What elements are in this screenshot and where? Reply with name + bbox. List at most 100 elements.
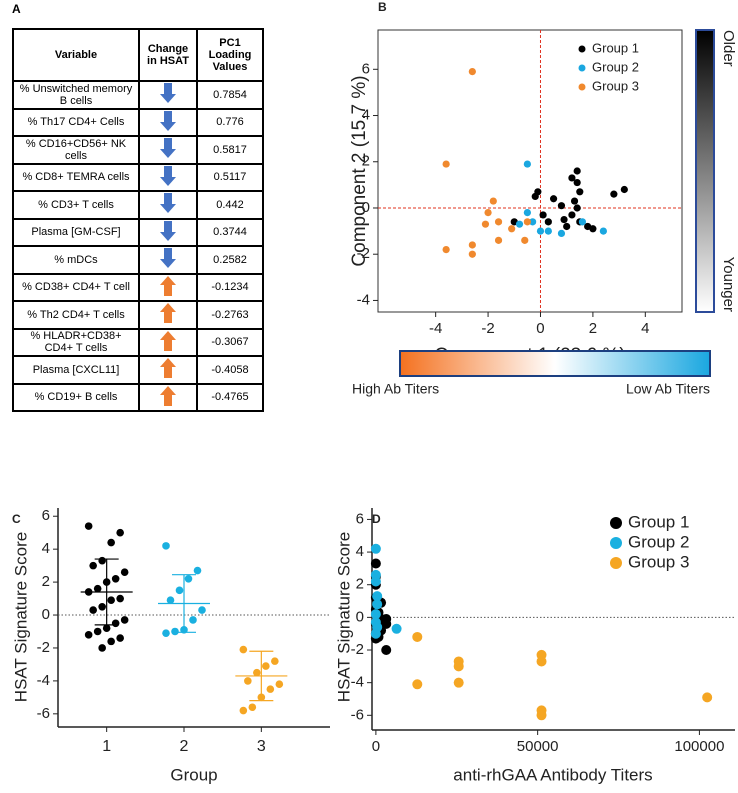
arrow-icon — [160, 275, 176, 296]
y-axis-label: HSAT Signature Score — [11, 532, 30, 702]
arrow-up — [160, 330, 176, 351]
y-tick-label: 2 — [356, 576, 364, 593]
arrow-icon — [160, 110, 176, 131]
point — [171, 627, 179, 636]
point — [453, 677, 464, 688]
point — [573, 178, 581, 187]
loading-cell: 0.5117 — [196, 162, 264, 192]
point — [162, 629, 170, 637]
x-tick-label: 100000 — [674, 738, 724, 755]
variable-cell: % CD16+CD56+ NK cells — [12, 135, 140, 165]
variable-cell: % CD8+ TEMRA cells — [12, 162, 140, 192]
y-tick-label: -2 — [37, 639, 50, 656]
point — [412, 631, 423, 642]
colorbar — [695, 29, 715, 313]
change-cell — [138, 245, 198, 275]
variable-cell: % Unswitched memory B cells — [12, 80, 140, 110]
loading-cell: -0.1234 — [196, 272, 264, 302]
panel-label: C — [12, 512, 21, 526]
point — [372, 591, 383, 602]
point — [557, 202, 566, 210]
legend-label: Group 2 — [592, 59, 639, 74]
point — [184, 575, 193, 583]
arrow-up — [160, 303, 176, 324]
point — [589, 225, 597, 233]
point — [442, 160, 450, 168]
arrow-down — [160, 248, 176, 269]
header-cell: Change in HSAT — [138, 28, 198, 82]
point — [484, 209, 492, 217]
point — [189, 616, 197, 624]
point — [370, 576, 381, 587]
loading-cell: -0.4765 — [196, 382, 264, 412]
point — [116, 594, 124, 603]
point — [468, 250, 476, 258]
point — [244, 677, 252, 685]
point — [412, 679, 423, 690]
point — [116, 528, 124, 537]
arrow-icon — [160, 358, 176, 379]
arrow-icon — [160, 330, 176, 351]
point — [372, 599, 383, 610]
change-cell — [138, 217, 198, 247]
point — [534, 188, 542, 196]
arrow-icon — [160, 193, 176, 214]
table-row: % CD3+ T cells 0.442 — [12, 190, 264, 220]
loading-cell: 0.5817 — [196, 135, 264, 165]
table-row: % CD8+ TEMRA cells 0.5117 — [12, 162, 264, 192]
arrow-icon — [160, 220, 176, 241]
point — [568, 211, 576, 219]
y-tick-label: 4 — [362, 106, 370, 123]
point — [93, 584, 102, 593]
variable-cell: % mDCs — [12, 245, 140, 275]
change-cell — [138, 162, 198, 192]
point — [573, 204, 581, 212]
point — [494, 236, 503, 244]
y-tick-label: 6 — [42, 507, 50, 524]
point — [271, 657, 279, 665]
colorbar-label: High Ab Titers — [352, 381, 439, 397]
arrow-icon — [160, 248, 176, 269]
change-cell — [138, 355, 198, 385]
x-tick-label: 50000 — [517, 738, 559, 755]
panel-label: B — [378, 0, 387, 14]
arrow-up — [160, 358, 176, 379]
point — [576, 188, 584, 196]
change-cell — [138, 80, 198, 110]
y-tick-label: 2 — [42, 573, 50, 590]
point — [239, 706, 248, 715]
point — [560, 215, 568, 224]
table-row: % CD38+ CD4+ T cell -0.1234 — [12, 272, 264, 302]
variable-cell: % CD19+ B cells — [12, 382, 140, 412]
plot-frame — [377, 29, 683, 313]
loading-cell: 0.2582 — [196, 245, 264, 275]
point — [481, 220, 490, 228]
point — [381, 645, 392, 656]
legend-marker — [610, 557, 622, 569]
y-tick-label: 4 — [356, 543, 364, 560]
table-row: Plasma [GM-CSF] 0.3744 — [12, 217, 264, 247]
point — [539, 211, 547, 219]
table-row: % CD16+CD56+ NK cells 0.5817 — [12, 135, 264, 165]
header-cell: Variable — [12, 28, 140, 82]
point — [107, 637, 115, 646]
variable-cell: Plasma [CXCL11] — [12, 355, 140, 385]
legend-marker — [578, 83, 586, 91]
point — [111, 575, 120, 583]
legend-marker — [610, 537, 622, 549]
y-tick-label: 6 — [362, 60, 370, 77]
header-row: Variable Change in HSAT PC1 Loading Valu… — [12, 28, 264, 82]
legend-marker — [610, 517, 622, 529]
y-tick-label: -6 — [37, 705, 50, 722]
arrow-down — [160, 83, 176, 104]
change-cell — [138, 382, 198, 412]
point — [570, 197, 579, 205]
point — [98, 556, 106, 565]
point — [116, 634, 124, 642]
point — [98, 644, 106, 652]
point — [494, 218, 503, 226]
header-cell: PC1 Loading Values — [196, 28, 264, 82]
arrow-down — [160, 138, 176, 159]
y-tick-label: 2 — [362, 153, 370, 170]
